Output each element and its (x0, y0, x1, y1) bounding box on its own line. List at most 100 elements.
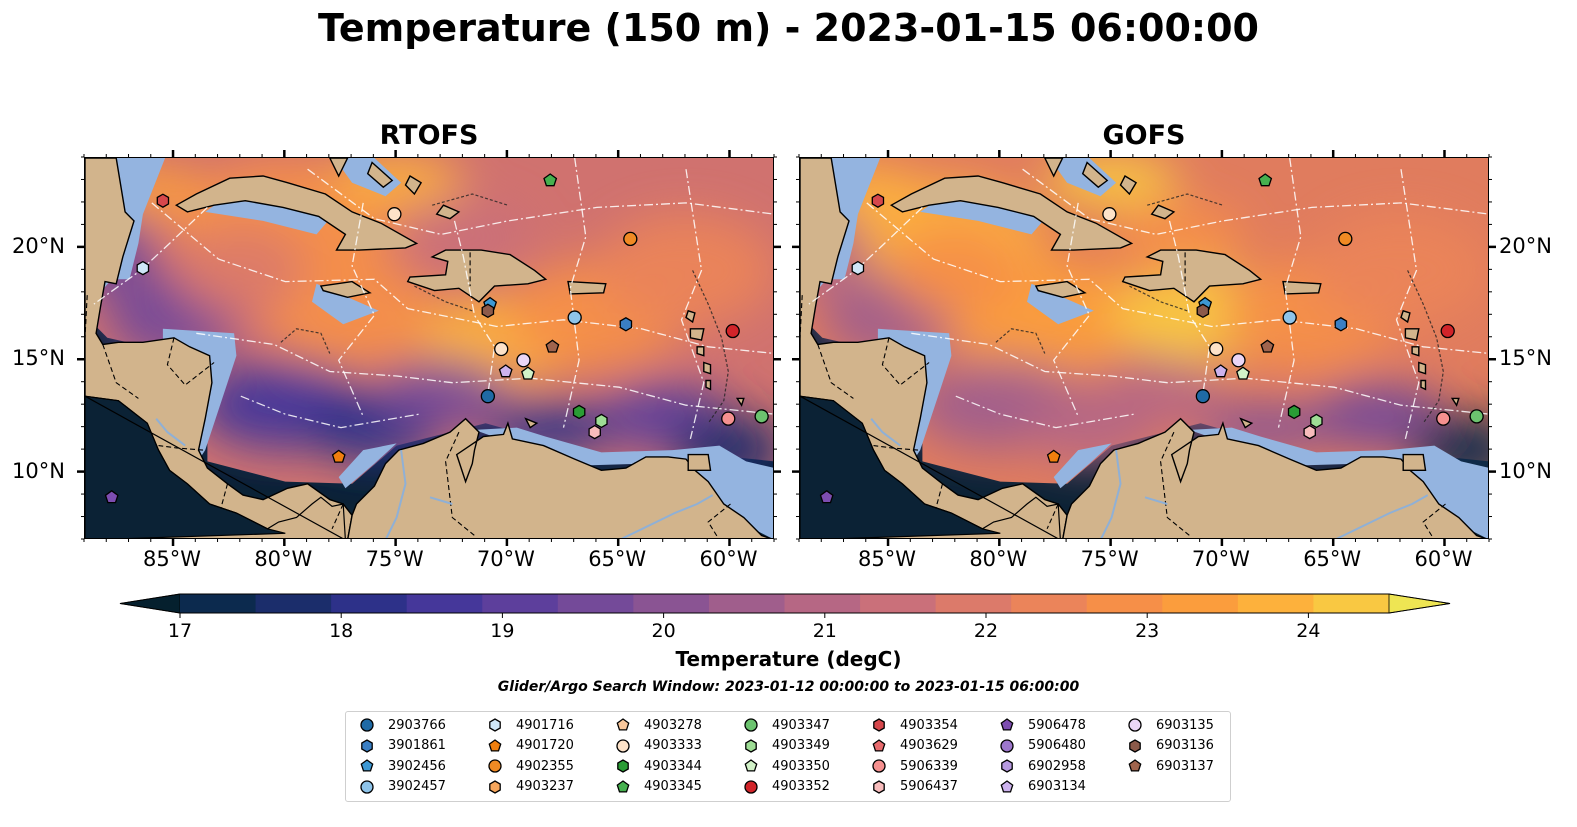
legend-label: 4903347 (772, 717, 830, 733)
land-bahamas1 (1044, 158, 1064, 178)
circle-marker-icon (1000, 738, 1014, 753)
legend-item-4903333: 4903333 (612, 736, 702, 756)
lon-tick-label: 80°W (254, 547, 313, 571)
legend-item-4903352: 4903352 (740, 777, 830, 797)
legend-label: 4901716 (516, 717, 574, 733)
land-lesser2 (689, 328, 705, 341)
lon-tick-label: 65°W (588, 547, 647, 571)
legend-item-4903278: 4903278 (612, 715, 702, 735)
legend-label: 6903136 (1156, 738, 1214, 753)
map-marker-extra-1 (619, 317, 633, 332)
colorbar-tick-label: 18 (329, 620, 354, 642)
legend-item-4902355: 4902355 (484, 756, 574, 776)
legend-marker-3902457 (360, 779, 374, 794)
map-marker-4901716 (136, 260, 150, 276)
land-lesser1 (1400, 309, 1411, 324)
legend-item-5906480: 5906480 (996, 736, 1086, 756)
lon-tick-label: 75°W (1080, 547, 1139, 571)
land-puertorico (1282, 280, 1322, 295)
circle-marker-icon (1128, 718, 1142, 732)
legend-item-3902456: 3902456 (356, 756, 446, 776)
land-bahamas4 (1150, 204, 1176, 220)
lon-tick-label: 85°W (143, 547, 202, 571)
land-cuba (174, 175, 419, 251)
colorbar-tick-label: 24 (1296, 620, 1321, 642)
legend-item-4903345: 4903345 (612, 777, 702, 797)
legend-label: 4903354 (900, 717, 958, 733)
legend-label: 4902355 (516, 758, 574, 774)
legend-marker-6902958 (1001, 759, 1013, 773)
hexagon-marker-icon (873, 718, 885, 732)
circle-marker-icon (360, 718, 374, 732)
shelf-colombiaShelf (338, 443, 397, 489)
legend-item-3901861: 3901861 (356, 736, 446, 756)
map-marker-5906478 (104, 489, 119, 504)
legend-item-4901720: 4901720 (484, 736, 574, 756)
colorbar-tick-label: 22 (973, 620, 999, 642)
land-lesser1 (685, 309, 696, 324)
map-marker-3902457 (1282, 310, 1297, 325)
legend-item-5906437: 5906437 (868, 777, 958, 797)
circle-marker-icon (488, 759, 502, 773)
pentagon-marker-icon (488, 738, 502, 752)
land-jamaica (319, 280, 372, 299)
map-marker-5906437 (588, 424, 601, 440)
map-panel-gofs (799, 157, 1489, 539)
hexagon-marker-icon (1001, 759, 1013, 773)
land-puertorico (567, 280, 607, 295)
land-jamaica (1034, 280, 1087, 299)
land-bahamas3 (404, 175, 423, 196)
land-curacao (524, 417, 539, 429)
map-marker-4903344 (572, 404, 586, 420)
map-marker-extra-3 (494, 341, 509, 357)
map-marker-4903347 (754, 409, 769, 424)
map-marker-4903350 (1236, 366, 1250, 380)
legend-marker-6903136 (1129, 738, 1141, 753)
land-bahamas2 (1081, 161, 1109, 189)
colorbar-tick-label: 21 (812, 620, 837, 642)
legend-item-4903354: 4903354 (868, 715, 958, 735)
legend-marker-3901861 (361, 738, 373, 753)
legend-label: 6903135 (1156, 717, 1214, 733)
panel-title-rtofs: RTOFS (379, 120, 479, 151)
map-marker-4903354 (156, 193, 170, 208)
legend-item-5906478: 5906478 (996, 715, 1086, 735)
legend-marker-5906339 (872, 759, 886, 773)
map-marker-3902457 (567, 310, 582, 325)
legend-label: 3902456 (388, 758, 446, 774)
legend-item-6903135: 6903135 (1124, 715, 1214, 735)
map-marker-4903352 (1440, 323, 1455, 339)
lon-tick-label: 65°W (1303, 547, 1362, 571)
search-window-caption: Glider/Argo Search Window: 2023-01-12 00… (497, 679, 1080, 695)
map-marker-5906478 (819, 489, 834, 504)
lon-tick-label: 75°W (365, 547, 424, 571)
pentagon-marker-icon (872, 738, 886, 752)
lat-tick-label: 10°N (1499, 458, 1552, 483)
hexagon-marker-icon (489, 718, 501, 732)
map-marker-4903333 (387, 207, 402, 222)
legend-label: 3901861 (388, 738, 446, 753)
legend-marker-4903354 (873, 718, 885, 732)
map-marker-extra-1 (1334, 317, 1348, 332)
land-lesser3 (696, 346, 705, 357)
land-curacao (1239, 417, 1254, 429)
legend-item-4903350: 4903350 (740, 756, 830, 776)
map-marker-4903345 (543, 173, 558, 187)
map-marker-6903136 (481, 303, 495, 319)
legend-marker-6903137 (1128, 759, 1142, 772)
colorbar-tick-label: 23 (1135, 620, 1160, 642)
pentagon-marker-icon (744, 759, 758, 772)
hexagon-marker-icon (873, 779, 885, 794)
land-hispaniola (406, 249, 548, 303)
legend-marker-4903352 (744, 779, 758, 794)
lon-tick-label: 70°W (1191, 547, 1250, 571)
lon-tick-label: 60°W (699, 547, 758, 571)
land-barbados (735, 397, 745, 407)
shelf-jamaicaShelf (312, 283, 379, 325)
shelf-cubaShelfS (920, 200, 1045, 235)
legend-label: 3902457 (388, 779, 446, 794)
legend-marker-4903344 (617, 759, 629, 773)
pentagon-marker-icon (616, 779, 630, 793)
legend-marker-2903766 (360, 718, 374, 732)
map-marker-6903137 (1260, 339, 1275, 353)
